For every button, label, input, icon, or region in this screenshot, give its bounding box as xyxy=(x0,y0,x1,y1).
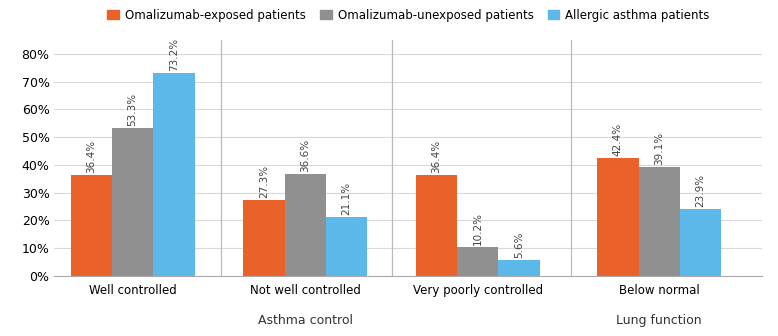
Bar xyxy=(244,200,285,276)
Bar xyxy=(680,209,721,276)
Text: 23.9%: 23.9% xyxy=(696,174,706,207)
Text: 36.4%: 36.4% xyxy=(432,139,441,173)
Bar xyxy=(326,217,367,276)
Bar xyxy=(415,175,457,276)
Text: Asthma control: Asthma control xyxy=(258,314,352,327)
Bar xyxy=(153,73,194,276)
Text: Lung function: Lung function xyxy=(616,314,702,327)
Text: 36.4%: 36.4% xyxy=(86,139,96,173)
Text: 10.2%: 10.2% xyxy=(473,212,483,245)
Bar xyxy=(285,174,326,276)
Text: 5.6%: 5.6% xyxy=(514,231,524,258)
Bar xyxy=(598,158,639,276)
Text: 36.6%: 36.6% xyxy=(300,139,310,172)
Bar xyxy=(71,175,112,276)
Text: 53.3%: 53.3% xyxy=(128,93,138,126)
Legend: Omalizumab-exposed patients, Omalizumab-unexposed patients, Allergic asthma pati: Omalizumab-exposed patients, Omalizumab-… xyxy=(103,4,714,26)
Bar xyxy=(499,260,540,276)
Bar xyxy=(112,128,153,276)
Bar xyxy=(639,167,680,276)
Text: 73.2%: 73.2% xyxy=(169,38,179,71)
Text: 27.3%: 27.3% xyxy=(259,165,269,198)
Text: 39.1%: 39.1% xyxy=(654,132,664,165)
Text: 42.4%: 42.4% xyxy=(613,123,623,156)
Text: 21.1%: 21.1% xyxy=(342,182,352,215)
Bar xyxy=(457,247,499,276)
